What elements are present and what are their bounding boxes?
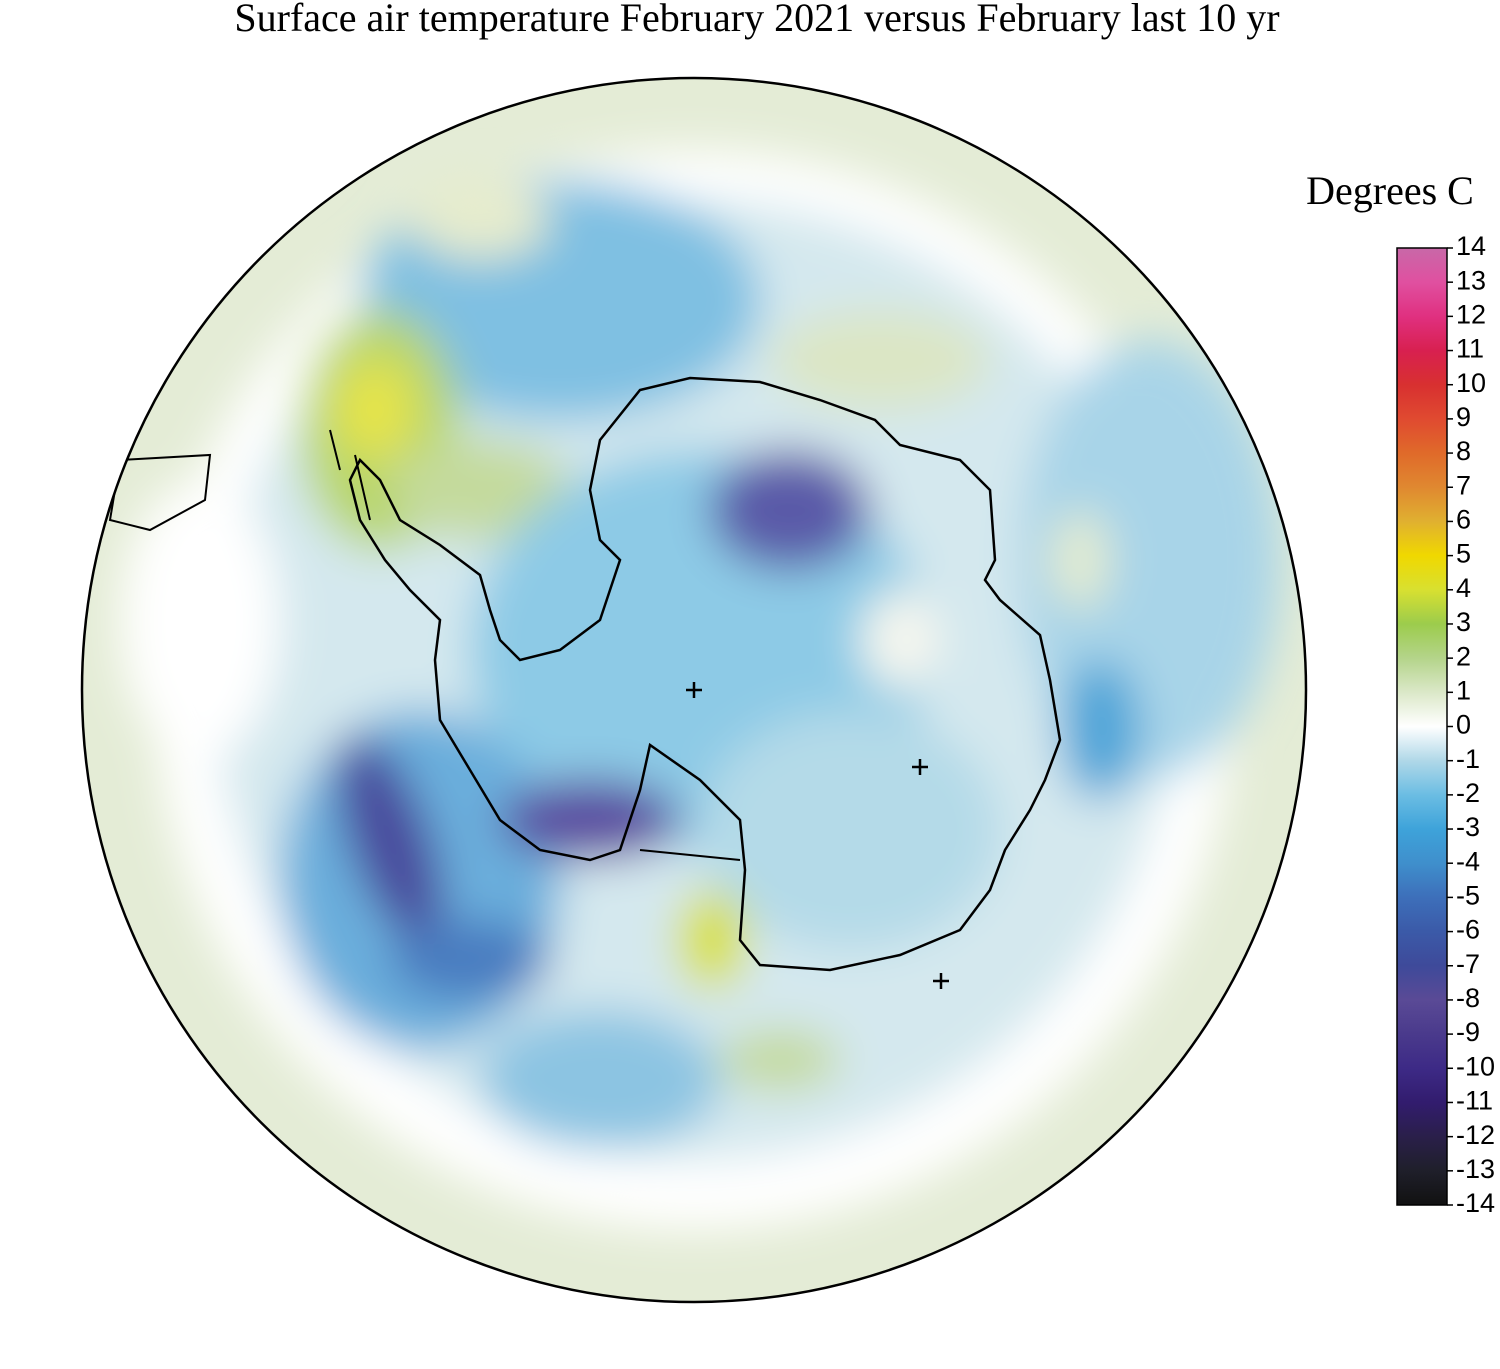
colorbar-tick-label: -1 [1456,744,1480,774]
colorbar-tick-label: 6 [1456,505,1471,535]
colorbar-tick-label: -14 [1456,1188,1495,1218]
colorbar-tick-label: 0 [1456,710,1471,740]
colorbar-tick-label: -4 [1456,846,1480,876]
colorbar-scale [1396,247,1448,1206]
colorbar-tick-label: -6 [1456,915,1480,945]
colorbar-tick-label: -11 [1456,1086,1493,1116]
colorbar-tick-label: 8 [1456,436,1471,466]
colorbar-tick-label: 11 [1456,334,1484,364]
colorbar-tick-label: 13 [1456,265,1486,295]
colorbar-tick-label: 9 [1456,402,1471,432]
colorbar-tick-label: -5 [1456,881,1480,911]
colorbar-tick-label: 2 [1456,641,1471,671]
colorbar-tick-label: 4 [1456,573,1471,603]
colorbar-tick-label: 14 [1456,231,1486,261]
colorbar-tick-label: -7 [1456,949,1480,979]
colorbar-tick-label: 12 [1456,299,1486,329]
map-border [80,76,1308,1304]
colorbar-tick-label: 3 [1456,607,1471,637]
legend-title: Degrees C [1306,168,1474,213]
colorbar-tick-label: 5 [1456,539,1471,569]
colorbar-tick-label: -12 [1456,1120,1495,1150]
colorbar-tick-label: 7 [1456,470,1471,500]
colorbar-tick-label: -2 [1456,778,1480,808]
colorbar-tick-label: -10 [1456,1051,1495,1081]
colorbar-tick-label: -8 [1456,983,1480,1013]
colorbar-tick-label: 10 [1456,368,1486,398]
map [82,78,1306,1302]
colorbar-tick-label: 1 [1456,675,1471,705]
colorbar: -14-13-12-11-10-9-8-7-6-5-4-3-2-10123456… [1396,231,1495,1218]
colorbar-tick-label: -9 [1456,1017,1480,1047]
colorbar-tick-label: -13 [1456,1154,1495,1184]
map-title: Surface air temperature February 2021 ve… [234,0,1279,40]
colorbar-tick-label: -3 [1456,812,1480,842]
